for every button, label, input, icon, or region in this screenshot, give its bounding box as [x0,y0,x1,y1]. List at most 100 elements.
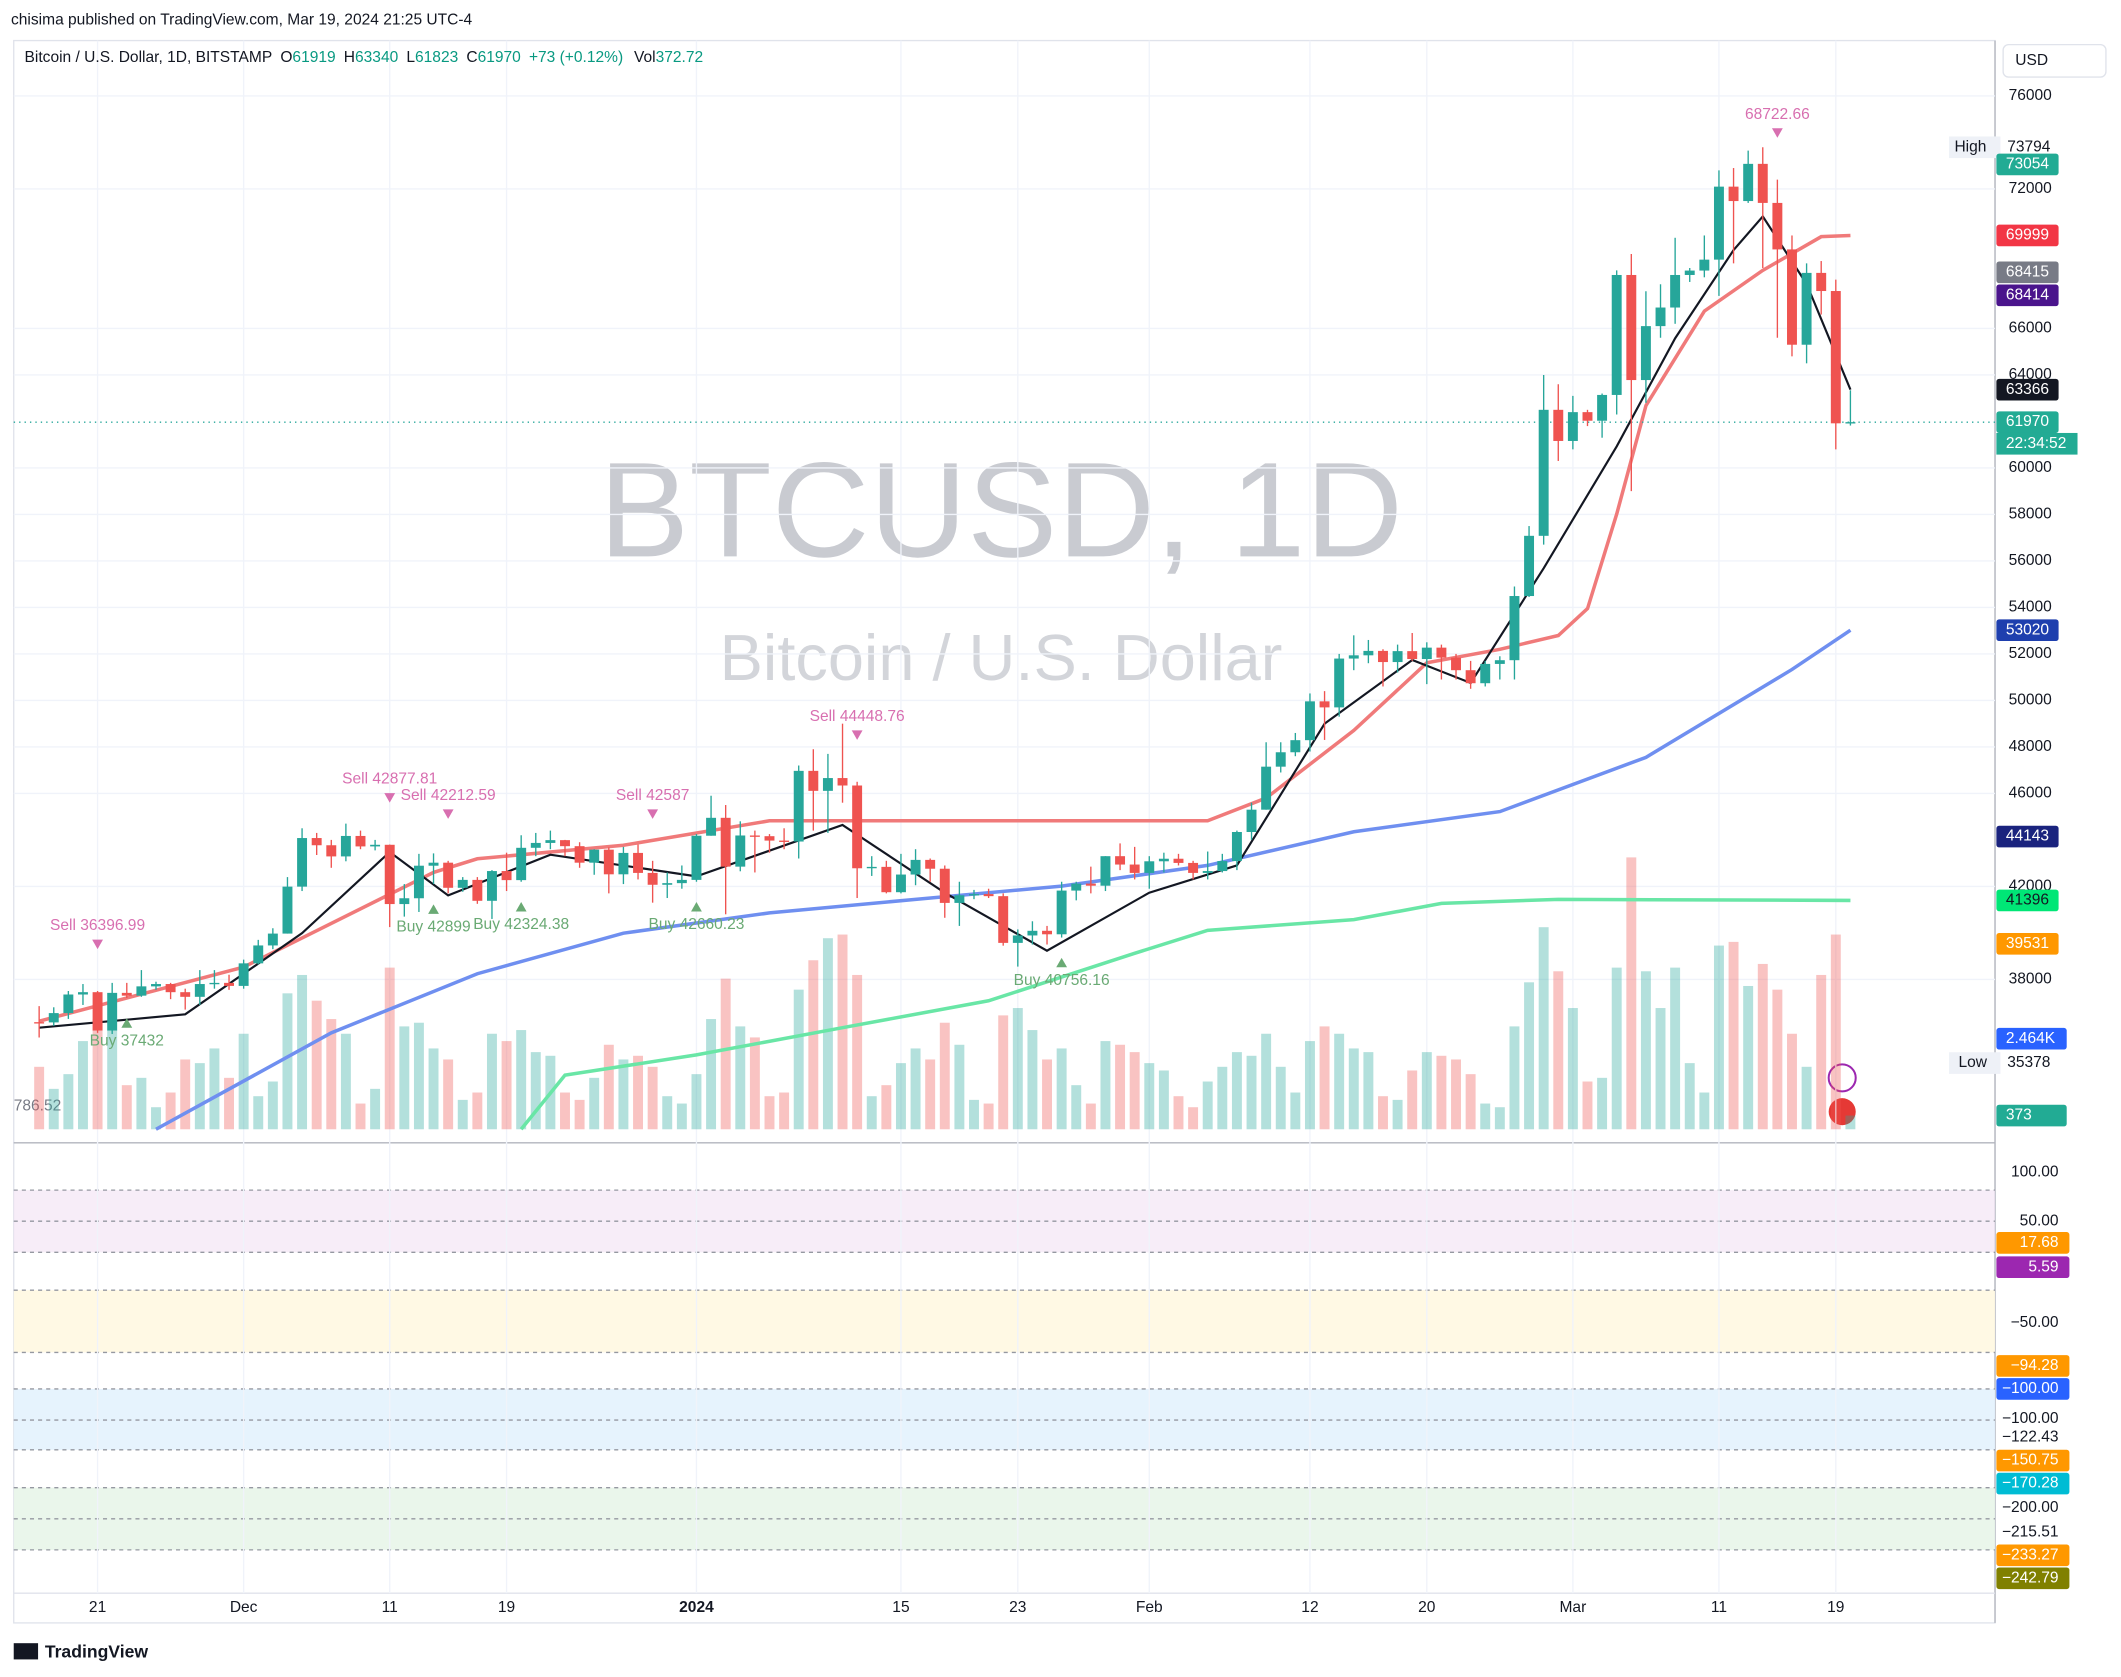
volume-bar [1830,934,1841,1130]
volume-bar [925,1059,936,1130]
volume-bar [151,1107,161,1130]
edge-label: 786.52 [14,1097,62,1114]
price-tag-label: 63366 [2006,381,2049,398]
candle-body [1246,809,1257,832]
price-tag-label: 39531 [2006,935,2049,952]
volume-bar [165,1092,176,1130]
osc-label: 17.68 [2020,1234,2059,1251]
candle-body [808,770,819,791]
candle-body [1378,650,1388,663]
candle-body [165,984,176,993]
candle-body [603,849,614,875]
x-tick-label: 11 [382,1599,398,1616]
volume-bar [413,1022,424,1130]
candle-body [63,994,74,1014]
brand-logo [13,1643,39,1660]
candle-body [443,862,454,888]
buy-label: Buy 42660.23 [648,916,744,933]
volume-bar [1217,1066,1228,1130]
price-tag-label: 69999 [2006,227,2049,244]
x-tick-label: 15 [892,1599,909,1616]
candle-body [180,992,191,997]
buy-marker [515,902,527,912]
volume-bar [326,1019,337,1130]
candle-body [1465,670,1476,684]
price-tag [1996,825,2059,848]
osc-label: −122.43 [2002,1429,2059,1446]
volume-bar [910,1048,921,1130]
candle-body [194,984,205,997]
osc-label: −233.27 [2002,1546,2059,1563]
volume-bar [370,1088,381,1130]
osc-label: 50.00 [2020,1212,2059,1229]
volume-bar [1144,1063,1155,1130]
candle-body [1115,856,1126,865]
candle-body [720,817,731,867]
candle-body [457,879,468,888]
volume-bar [735,1026,746,1130]
candle-body [1626,274,1637,381]
volume-bar [808,960,819,1130]
volume-bar [1042,1059,1052,1130]
candle-body [647,872,658,885]
price-tag-label: 61970 [2006,413,2050,430]
volume-bar [1436,1055,1447,1130]
price-tag [1996,932,2059,955]
currency-button[interactable] [2002,43,2107,78]
volume-bar [355,1103,366,1130]
candle-body [1071,883,1082,891]
volume-bar [676,1103,687,1130]
y-tick-label: 52000 [2009,645,2053,662]
volume-bar [998,1015,1009,1130]
volume-bar [1319,1026,1330,1130]
y-tick-label: 56000 [2009,552,2053,569]
volume-bar [1129,1052,1140,1130]
candle-body [1027,930,1038,936]
y-tick-label: 66000 [2009,320,2053,337]
candle-body [267,933,278,946]
volume-bar [1670,967,1681,1130]
volume-bar [793,989,804,1130]
volume-bar [267,1081,278,1130]
osc-levels [13,1189,1996,1551]
osc-tag [1996,1378,2070,1400]
volume-bar [837,934,848,1130]
y-tick-label: 46000 [2009,785,2053,802]
x-tick-label: 23 [1009,1599,1026,1616]
volume-bar [1655,1008,1666,1130]
candle-body [516,847,527,881]
volume-bar [954,1044,965,1130]
volume-bar [1611,967,1622,1130]
osc-label: 100.00 [2011,1164,2059,1181]
y-tick-label: 64000 [2009,366,2053,383]
candle-body [1480,663,1491,684]
candle-body [1173,858,1184,863]
volume-bar [1188,1107,1199,1130]
candle-body [1655,307,1666,327]
candle-body [1743,163,1754,202]
candle-body [92,992,103,1031]
brand: TradingView [45,1641,149,1661]
volume-bar [516,1030,527,1130]
candle-body [1319,701,1330,708]
x-tick-label: 11 [1711,1599,1727,1616]
volume-bar [983,1103,994,1130]
candle-body [1144,861,1155,873]
y-tick-label: 50000 [2009,692,2053,709]
osc-label: −50.00 [2011,1314,2059,1331]
sell-marker [1771,128,1783,138]
legend-item: L [406,49,415,66]
candle-body [691,835,702,880]
legend-item: 63340 [355,49,399,66]
legend-item: 61919 [292,49,335,66]
candle-body [1129,864,1140,873]
volume-bar [1202,1081,1213,1130]
volume-bar [1787,1033,1797,1130]
candle-body [121,992,132,996]
y-tick-label: 58000 [2009,506,2053,523]
volume-bar [399,1026,410,1130]
legend-item: Vol [634,49,656,66]
volume-bar [1626,857,1637,1130]
event-icon[interactable] [1827,1063,1857,1093]
volume-bar [530,1052,541,1130]
